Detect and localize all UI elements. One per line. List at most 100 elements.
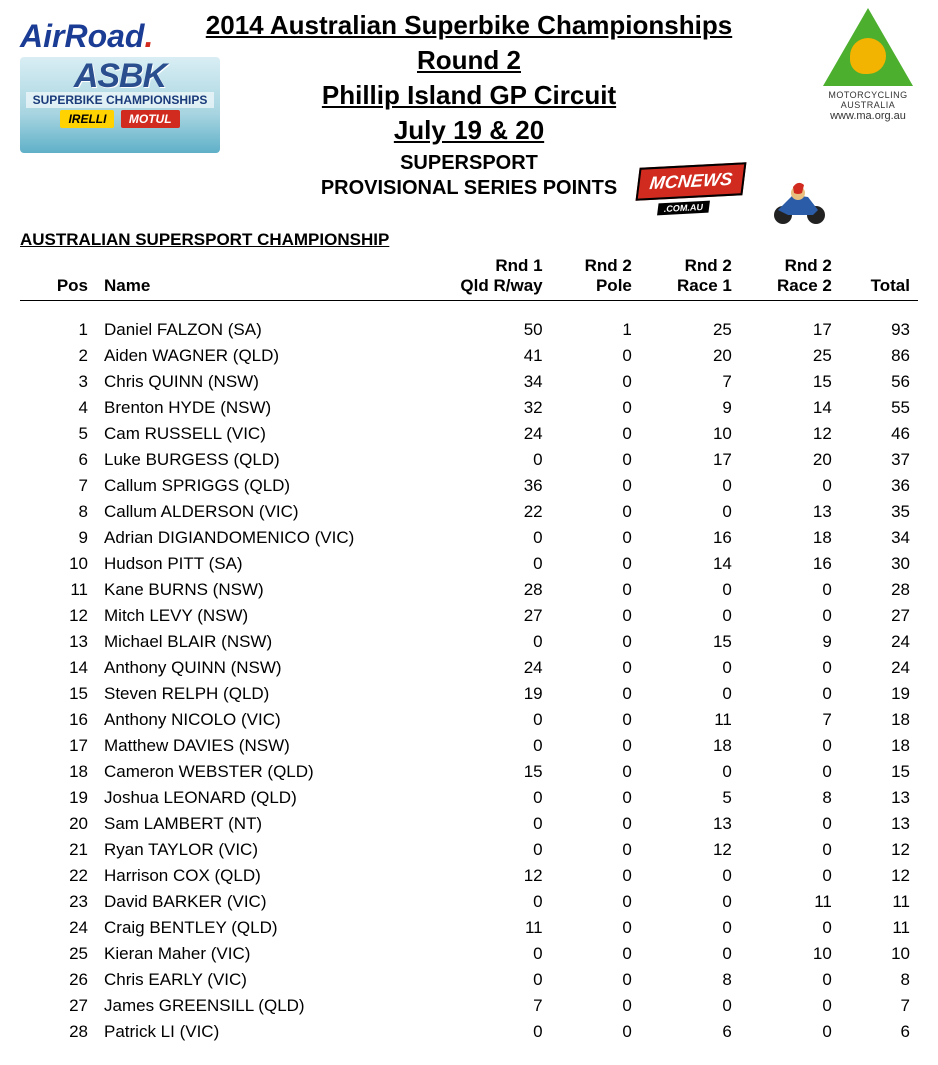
cell-race2: 0 [740,681,840,707]
cell-race1: 18 [640,733,740,759]
cell-total: 12 [840,837,918,863]
table-row: 21Ryan TAYLOR (VIC)0012012 [20,837,918,863]
cell-total: 13 [840,811,918,837]
table-row: 16Anthony NICOLO (VIC)0011718 [20,707,918,733]
cell-pos: 8 [20,499,96,525]
cell-pole: 0 [551,993,640,1019]
cell-rnd1: 34 [412,369,551,395]
cell-race2: 0 [740,837,840,863]
cell-rnd1: 0 [412,629,551,655]
col-pos: Pos [20,254,96,301]
cell-total: 35 [840,499,918,525]
table-row: 20Sam LAMBERT (NT)0013013 [20,811,918,837]
cell-race2: 0 [740,863,840,889]
table-row: 4Brenton HYDE (NSW)32091455 [20,395,918,421]
cell-total: 24 [840,655,918,681]
table-row: 9Adrian DIGIANDOMENICO (VIC)00161834 [20,525,918,551]
cell-rnd1: 0 [412,941,551,967]
col-rnd2r2-l2: Race 2 [777,276,832,295]
cell-race2: 0 [740,915,840,941]
cell-rnd1: 19 [412,681,551,707]
cell-pole: 0 [551,1019,640,1045]
cell-total: 86 [840,343,918,369]
cell-pos: 16 [20,707,96,733]
cell-name: Steven RELPH (QLD) [96,681,412,707]
cell-rnd1: 41 [412,343,551,369]
cell-pole: 0 [551,395,640,421]
cell-pole: 0 [551,785,640,811]
cell-name: Matthew DAVIES (NSW) [96,733,412,759]
cell-race1: 16 [640,525,740,551]
cell-race2: 16 [740,551,840,577]
cell-name: Callum SPRIGGS (QLD) [96,473,412,499]
cell-race1: 14 [640,551,740,577]
cell-rnd1: 15 [412,759,551,785]
cell-total: 7 [840,993,918,1019]
cell-name: Hudson PITT (SA) [96,551,412,577]
cell-race1: 0 [640,863,740,889]
cell-pole: 0 [551,369,640,395]
cell-race2: 0 [740,1019,840,1045]
cell-race2: 20 [740,447,840,473]
cell-race2: 17 [740,317,840,343]
cell-race2: 11 [740,889,840,915]
cell-race2: 12 [740,421,840,447]
cell-race1: 20 [640,343,740,369]
cell-race1: 7 [640,369,740,395]
col-rnd2-race2: Rnd 2 Race 2 [740,254,840,301]
cell-total: 56 [840,369,918,395]
class-name: SUPERSPORT [20,152,918,175]
table-row: 1Daniel FALZON (SA)501251793 [20,317,918,343]
cell-rnd1: 0 [412,837,551,863]
cell-total: 6 [840,1019,918,1045]
col-rnd2-race1: Rnd 2 Race 1 [640,254,740,301]
table-row: 2Aiden WAGNER (QLD)410202586 [20,343,918,369]
cell-name: Aiden WAGNER (QLD) [96,343,412,369]
cell-pole: 0 [551,577,640,603]
cell-race2: 25 [740,343,840,369]
table-row: 27James GREENSILL (QLD)70007 [20,993,918,1019]
cell-name: Cameron WEBSTER (QLD) [96,759,412,785]
cell-pole: 0 [551,551,640,577]
cell-rnd1: 12 [412,863,551,889]
cell-race2: 0 [740,759,840,785]
cell-total: 34 [840,525,918,551]
cell-race1: 0 [640,499,740,525]
table-row: 19Joshua LEONARD (QLD)005813 [20,785,918,811]
cell-pole: 0 [551,707,640,733]
col-name: Name [96,254,412,301]
cell-rnd1: 36 [412,473,551,499]
col-rnd2p-l1: Rnd 2 [585,256,632,275]
cell-name: David BARKER (VIC) [96,889,412,915]
document-page: AirRoad. ASBK SUPERBIKE CHAMPIONSHIPS IR… [0,0,938,1065]
cell-rnd1: 32 [412,395,551,421]
cell-pole: 0 [551,343,640,369]
cell-race2: 0 [740,811,840,837]
cell-total: 19 [840,681,918,707]
cell-name: Kieran Maher (VIC) [96,941,412,967]
cell-rnd1: 0 [412,525,551,551]
cell-total: 36 [840,473,918,499]
table-row: 22Harrison COX (QLD)1200012 [20,863,918,889]
col-total: Total [840,254,918,301]
cell-race2: 0 [740,655,840,681]
cell-name: Ryan TAYLOR (VIC) [96,837,412,863]
cell-race1: 12 [640,837,740,863]
cell-total: 11 [840,889,918,915]
cell-pole: 0 [551,759,640,785]
cell-total: 37 [840,447,918,473]
cell-name: Patrick LI (VIC) [96,1019,412,1045]
col-rnd2r1-l2: Race 1 [677,276,732,295]
cell-pos: 12 [20,603,96,629]
cell-race1: 0 [640,759,740,785]
table-row: 26Chris EARLY (VIC)00808 [20,967,918,993]
cell-rnd1: 0 [412,733,551,759]
table-row: 14Anthony QUINN (NSW)2400024 [20,655,918,681]
cell-name: Sam LAMBERT (NT) [96,811,412,837]
cell-name: Luke BURGESS (QLD) [96,447,412,473]
cell-total: 12 [840,863,918,889]
title-date: July 19 & 20 [20,115,918,146]
table-row: 25Kieran Maher (VIC)0001010 [20,941,918,967]
cell-race1: 5 [640,785,740,811]
cell-rnd1: 27 [412,603,551,629]
